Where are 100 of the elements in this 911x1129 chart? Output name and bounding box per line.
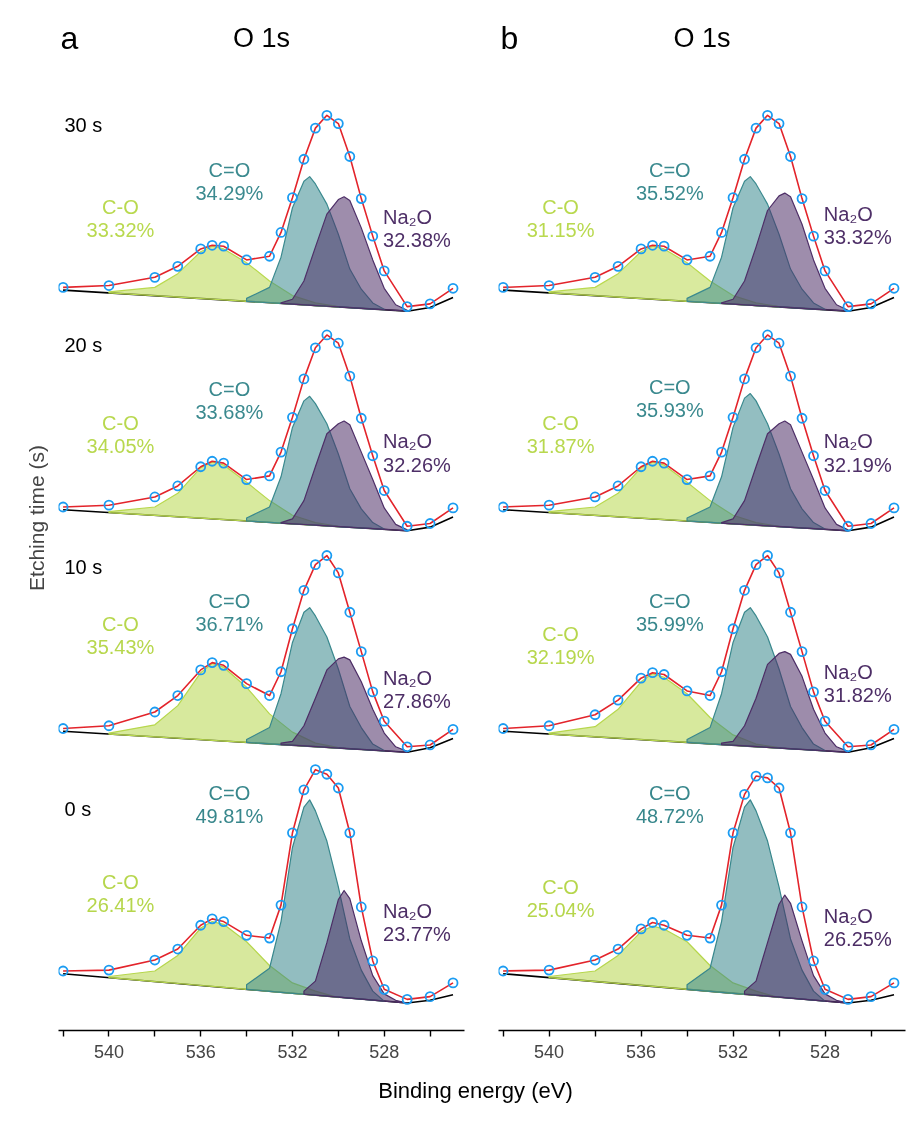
point [865, 298, 877, 310]
point [298, 784, 310, 796]
point [264, 250, 275, 262]
x-tick-label: 536 [185, 1041, 216, 1062]
point [716, 227, 727, 238]
chart-title: O 1s [673, 22, 731, 53]
point [344, 827, 356, 839]
point [298, 584, 310, 596]
point [447, 502, 459, 514]
point [367, 230, 379, 242]
point [378, 983, 390, 995]
point [172, 690, 184, 701]
point [773, 567, 785, 579]
point [785, 606, 796, 618]
point [332, 782, 344, 794]
point [344, 606, 356, 618]
point [727, 411, 739, 423]
point [739, 373, 750, 385]
point [287, 192, 298, 204]
point [762, 329, 773, 341]
series-label: C-O 33.32% [86, 195, 155, 241]
point [332, 567, 344, 579]
point [888, 724, 900, 735]
series-label: Na₂O 32.38% [383, 206, 452, 252]
point [716, 446, 727, 458]
point [681, 685, 693, 697]
point [195, 664, 207, 676]
point [401, 520, 413, 532]
point [543, 499, 555, 511]
text: C-O 32.19% [526, 622, 595, 669]
point [647, 455, 658, 467]
series-label: C=O 35.99% [635, 589, 704, 635]
point [206, 455, 218, 467]
point [773, 118, 785, 129]
point [498, 501, 509, 513]
point [241, 678, 252, 690]
series-label: C=O 35.52% [635, 158, 704, 204]
series-label: Na₂O 31.82% [823, 661, 892, 707]
point [355, 412, 367, 424]
point [612, 480, 624, 492]
point [647, 667, 658, 679]
x-tick-label: 532 [277, 1041, 308, 1062]
point [172, 943, 184, 955]
point [762, 109, 773, 121]
point [401, 993, 413, 1005]
point [819, 265, 831, 277]
point [865, 991, 877, 1003]
point [865, 739, 877, 751]
x-tick-label: 540 [93, 1041, 124, 1062]
point [206, 657, 218, 668]
point [447, 282, 459, 294]
point [103, 280, 115, 291]
point [704, 250, 716, 262]
annotation: 20 s [64, 334, 103, 357]
point [647, 239, 658, 251]
point [378, 485, 390, 496]
point [750, 770, 762, 782]
point [149, 271, 161, 283]
point [401, 741, 413, 753]
text: a [60, 19, 79, 56]
point [773, 337, 785, 349]
text: C-O 34.05% [86, 411, 155, 457]
point [287, 623, 298, 635]
point [888, 282, 900, 294]
point [727, 623, 739, 635]
point [589, 709, 601, 721]
point [808, 955, 819, 967]
series-label: C=O 35.93% [635, 375, 704, 421]
point [796, 901, 808, 913]
point [785, 827, 796, 839]
point [635, 672, 647, 684]
point [241, 474, 252, 485]
annotation: 0 s [64, 798, 92, 821]
point [543, 280, 555, 291]
point [716, 899, 727, 911]
y-axis-title: Etching time (s) [24, 445, 48, 591]
point [842, 301, 854, 312]
point [424, 739, 436, 751]
point [103, 720, 115, 732]
point [321, 109, 333, 121]
point [865, 518, 877, 529]
point [447, 977, 459, 989]
point [321, 329, 333, 341]
point [842, 993, 854, 1005]
point [750, 342, 762, 354]
annotation: 10 s [64, 555, 103, 578]
point [218, 659, 230, 671]
point [378, 265, 390, 277]
point [762, 550, 773, 561]
point [275, 666, 287, 678]
point [310, 122, 321, 134]
point [206, 239, 218, 251]
point [287, 827, 298, 839]
point [195, 461, 207, 473]
point [58, 501, 69, 513]
annotation: 30 s [64, 114, 103, 137]
point [321, 768, 333, 780]
point [842, 741, 854, 753]
point [704, 932, 716, 944]
point [355, 193, 367, 204]
